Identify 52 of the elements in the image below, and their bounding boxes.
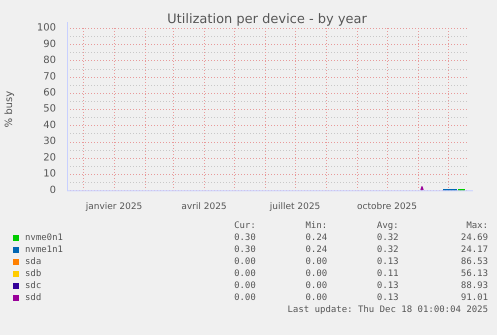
text: 86.53: [460, 256, 488, 268]
y-tick-label: 90: [43, 38, 56, 50]
chart-title: Utilization per device - by year: [167, 12, 368, 27]
text: 0.11: [376, 268, 399, 280]
y-tick-label: 40: [43, 120, 56, 131]
y-tick-label: 10: [43, 168, 56, 180]
x-tick-label: octobre 2025: [356, 202, 418, 212]
x-tick-label: janvier 2025: [84, 202, 142, 212]
text: 0.13: [376, 280, 399, 292]
text: 0.30: [233, 232, 256, 244]
text: 0.00: [233, 280, 256, 292]
legend-label: sdd: [24, 292, 42, 304]
text: 91.01: [460, 292, 488, 304]
text: 0.00: [304, 256, 328, 268]
y-tick-label: 0: [50, 184, 56, 196]
y-tick-label: 100: [36, 22, 56, 34]
y-tick-label: 70: [43, 71, 56, 82]
text: 56.13: [460, 268, 488, 280]
text: 24.17: [460, 244, 488, 256]
text: 88.93: [460, 280, 488, 292]
x-tick-label: juillet 2025: [268, 202, 320, 212]
y-tick-label: 60: [43, 87, 56, 98]
text: Min:: [304, 220, 328, 232]
legend-label: sdc: [24, 280, 42, 292]
x-tick-label: avril 2025: [181, 202, 227, 212]
text: Avg:: [376, 220, 399, 232]
y-tick-label: 80: [43, 55, 56, 66]
text: 0.24: [304, 232, 328, 244]
legend-label: nvme1n1: [24, 244, 64, 256]
text: 0.00: [233, 292, 256, 304]
text: 0.24: [304, 244, 328, 256]
legend-label: sdb: [24, 268, 42, 280]
text: 0.32: [376, 244, 399, 256]
y-tick-label: 20: [43, 152, 56, 164]
text: 0.13: [376, 256, 399, 268]
text: Last update: Thu Dec 18 01:00:04 2025: [286, 304, 488, 316]
legend-label: sda: [24, 256, 42, 268]
text: 24.69: [460, 232, 488, 244]
text: 0.30: [233, 244, 256, 256]
y-tick-label: 50: [43, 104, 56, 115]
text: 0.00: [233, 256, 256, 268]
y-axis-title: % busy: [4, 90, 15, 128]
text: Cur:: [233, 220, 256, 232]
text: 0.00: [304, 280, 328, 292]
text: 0.00: [304, 268, 328, 280]
text: Max:: [465, 220, 488, 232]
legend-label: nvme0n1: [24, 232, 64, 244]
text: 0.13: [376, 292, 399, 304]
text: 0.00: [304, 292, 328, 304]
y-tick-label: 30: [43, 136, 56, 148]
text: 0.00: [233, 268, 256, 280]
text: 0.32: [376, 232, 399, 244]
